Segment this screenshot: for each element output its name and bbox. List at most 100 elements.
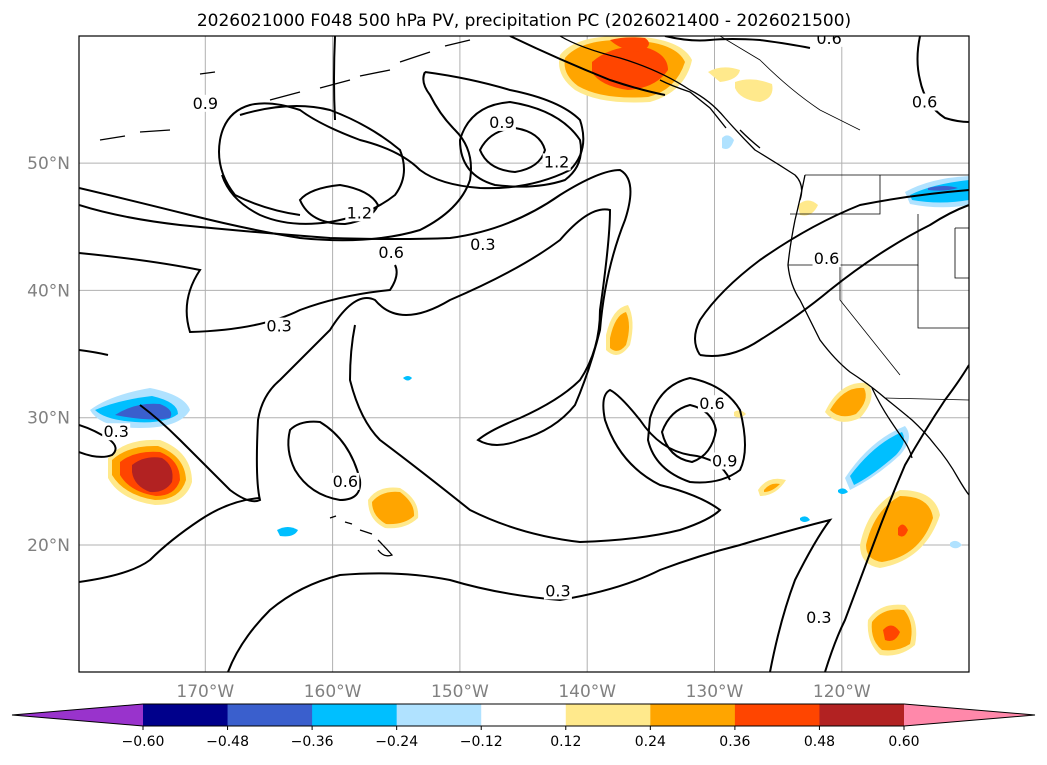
precip-blob-mexico-peak	[898, 524, 908, 537]
contour-labels: 0.9 0.9 1.2 1.2 0.6 0.3 0.3 0.3 0.6 0.6 0.9 0.3 0.3 0…	[102, 29, 939, 627]
chart-title: 2026021000 F048 500 hPa PV, precipitatio…	[197, 11, 851, 31]
lon-tick-label: 150°W	[431, 682, 489, 702]
contour-label-bg	[468, 236, 497, 254]
lon-tick-label: 170°W	[176, 682, 234, 702]
contour-0.9-west	[221, 105, 405, 225]
precip-blob-north-4	[610, 37, 649, 52]
contour-label: 0.6	[333, 472, 358, 491]
precip-blob-west-positive-4	[132, 457, 173, 493]
contour-label: 0.6	[912, 93, 937, 112]
border-states-4	[917, 265, 969, 329]
contour-label: 0.3	[470, 235, 495, 254]
coastline-hawaii	[329, 515, 394, 557]
contour-0.6-east-arc	[694, 189, 969, 356]
colorbar-tick-label: 0.60	[888, 734, 919, 750]
lon-tick-label: 160°W	[304, 682, 362, 702]
colorbar-segment	[312, 704, 398, 726]
contour-0.6-loop	[218, 71, 585, 216]
contour-0.9-ring	[660, 403, 718, 464]
lat-tick-label: 30°N	[27, 409, 70, 429]
colorbar-segment	[819, 704, 905, 726]
colorbar-tick-label: 0.36	[719, 734, 750, 750]
pv-contours	[79, 36, 969, 672]
contour-label-bg	[812, 250, 841, 268]
contour-label: 0.9	[489, 113, 514, 132]
border-states-5	[954, 227, 969, 279]
colorbar-tick-label: −0.48	[206, 734, 249, 750]
contour-label: 0.3	[806, 608, 831, 627]
coastline-islands-bc	[659, 79, 761, 149]
colorbar-tick-label: −0.36	[291, 734, 334, 750]
contour-label-bg	[265, 317, 294, 335]
coastline-baja	[871, 387, 913, 459]
precip-blob-small-d	[764, 483, 780, 492]
coastline-west-us	[787, 174, 969, 496]
colorbar-segment	[227, 704, 313, 726]
coastlines	[99, 36, 969, 557]
precip-blob-ne-a	[708, 67, 740, 82]
precip-blob-small-f	[800, 516, 810, 522]
contour-label: 0.9	[193, 94, 218, 113]
contour-0.3-west	[79, 252, 398, 334]
contour-label: 0.3	[545, 581, 570, 600]
latitude-ticks: 20°N 30°N 40°N 50°N	[27, 154, 70, 556]
precip-blob-baja-west-core	[830, 387, 866, 417]
contour-label: 0.6	[699, 394, 724, 413]
contour-0.3-east	[824, 364, 969, 672]
lat-tick-label: 50°N	[27, 154, 70, 174]
lon-tick-label: 130°W	[686, 682, 744, 702]
precip-blob-small-a	[277, 527, 298, 537]
contour-label: 1.2	[544, 152, 569, 171]
contour-label-bg	[910, 93, 939, 111]
contour-label-bg	[804, 609, 833, 627]
colorbar-segment	[481, 704, 567, 726]
contour-0.3-north	[79, 168, 632, 503]
contour-0.6-hawaii	[287, 420, 362, 502]
colorbar: −0.60 −0.48 −0.36 −0.24 −0.12 0.12 0.24 0.36 0.4…	[11, 703, 1036, 750]
precip-blob-small-b	[403, 376, 412, 381]
precip-blob-ne-d	[798, 200, 818, 216]
lon-tick-label: 120°W	[813, 682, 871, 702]
map-area: 0.9 0.9 1.2 1.2 0.6 0.3 0.3 0.3 0.6 0.6 0.9 0.3 0.3 0…	[79, 29, 969, 672]
map-background	[79, 36, 969, 672]
border-alaska-canada	[719, 36, 861, 131]
contour-1.2-west	[298, 183, 380, 226]
colorbar-extend-low	[12, 704, 143, 726]
contour-0.3-west-edge	[79, 424, 117, 458]
border-states-1	[790, 175, 881, 215]
contour-0.3-lower	[227, 518, 833, 672]
contour-0.3-mid	[348, 324, 731, 544]
colorbar-segment	[396, 704, 482, 726]
precip-blob-central-core	[610, 312, 629, 351]
contour-label: 1.2	[347, 203, 372, 222]
contour-0.6-main	[79, 71, 472, 242]
precip-blob-small-h	[838, 488, 848, 494]
contour-label-bg	[331, 472, 360, 490]
colorbar-tick-label: 0.24	[635, 734, 666, 750]
contour-label-bg	[102, 423, 131, 441]
colorbar-segment	[734, 704, 820, 726]
contour-label-bg	[697, 395, 726, 413]
lat-tick-label: 20°N	[27, 536, 70, 556]
contour-0.6-ring	[646, 376, 746, 484]
contour-0.9-loop	[458, 100, 582, 188]
colorbar-segment	[565, 704, 651, 726]
contour-label-bg	[815, 36, 844, 47]
contour-0.3-south	[79, 349, 261, 583]
contour-label-bg	[542, 153, 571, 171]
contour-label-bg	[710, 452, 739, 470]
colorbar-tick-label: −0.60	[122, 734, 165, 750]
contour-0.6-north-east	[664, 36, 811, 49]
precip-blob-small-g	[950, 540, 962, 549]
colorbar-segment	[143, 704, 229, 726]
border-us-mexico	[884, 397, 969, 401]
contour-label-bg	[487, 113, 516, 131]
precipitation-shading	[90, 36, 969, 656]
contour-label: 0.6	[816, 29, 841, 48]
contour-0.6-east-arc-2	[699, 204, 969, 357]
contour-label: 0.6	[378, 243, 403, 262]
lat-tick-label: 40°N	[27, 281, 70, 301]
precip-blob-hawaii-core	[372, 491, 415, 525]
colorbar-tick-label: 0.12	[550, 734, 581, 750]
colorbar-tick-label: −0.24	[375, 734, 418, 750]
